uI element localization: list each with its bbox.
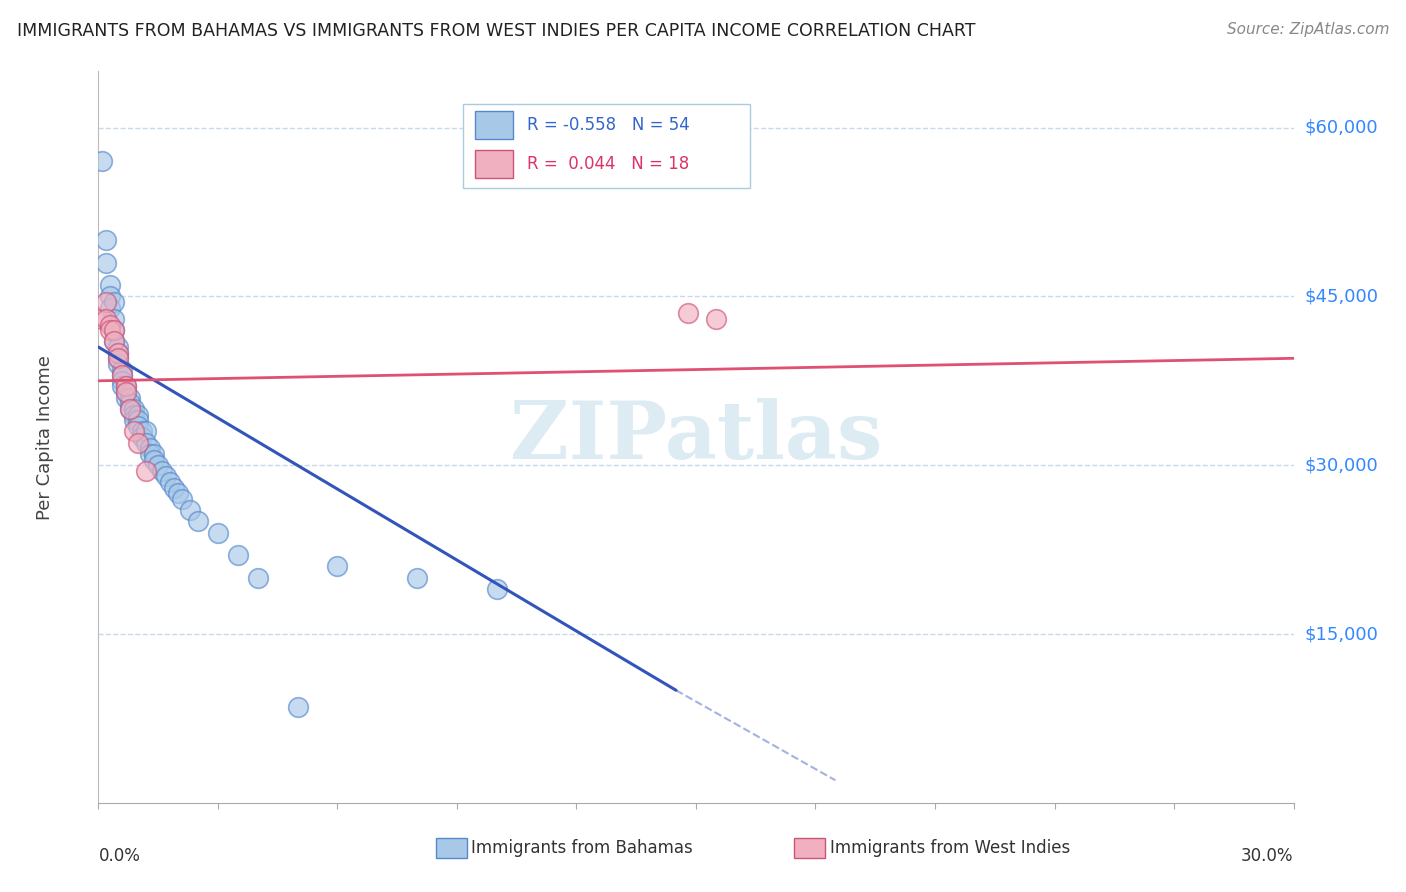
Point (111, 368, 134, 383)
Point (159, 475, 181, 489)
Point (135, 464, 157, 478)
Point (98, 323, 122, 337)
Text: $15,000: $15,000 (1305, 625, 1378, 643)
Point (96, 233, 118, 247)
Text: R = -0.558   N = 54: R = -0.558 N = 54 (527, 116, 690, 134)
Bar (475, 111, 513, 138)
Point (135, 425, 157, 439)
Point (187, 515, 209, 529)
Point (120, 401, 142, 416)
Point (111, 362, 134, 376)
Text: Per Capita Income: Per Capita Income (35, 355, 53, 519)
Point (172, 491, 194, 506)
Point (96, 312, 118, 326)
Point (107, 340, 129, 354)
Bar (475, 151, 513, 178)
Point (96, 255, 118, 269)
Point (127, 435, 149, 450)
Point (406, 571, 429, 585)
Point (485, 582, 508, 596)
Point (115, 385, 138, 400)
Point (127, 413, 149, 427)
Point (167, 486, 190, 500)
Point (139, 447, 162, 461)
Text: $45,000: $45,000 (1305, 287, 1379, 305)
Point (135, 435, 157, 450)
Point (163, 481, 186, 495)
Point (124, 413, 146, 427)
Point (150, 464, 173, 478)
Text: R =  0.044   N = 18: R = 0.044 N = 18 (527, 155, 690, 173)
Point (103, 334, 125, 349)
Point (127, 408, 149, 422)
Point (96, 295, 118, 310)
Point (107, 357, 129, 371)
Point (143, 447, 166, 461)
Point (98, 289, 122, 303)
Point (103, 323, 125, 337)
FancyBboxPatch shape (463, 104, 749, 188)
Text: $30,000: $30,000 (1305, 456, 1378, 475)
Point (103, 334, 125, 349)
Point (103, 312, 125, 326)
Point (115, 379, 138, 393)
Point (246, 571, 269, 585)
Text: IMMIGRANTS FROM BAHAMAS VS IMMIGRANTS FROM WEST INDIES PER CAPITA INCOME CORRELA: IMMIGRANTS FROM BAHAMAS VS IMMIGRANTS FR… (17, 22, 976, 40)
Point (103, 295, 125, 310)
Point (143, 452, 166, 467)
Point (111, 379, 134, 393)
Point (115, 385, 138, 400)
Text: $60,000: $60,000 (1305, 119, 1378, 136)
Point (91, 312, 114, 326)
Point (124, 408, 146, 422)
Text: Immigrants from Bahamas: Immigrants from Bahamas (471, 839, 693, 857)
Text: 30.0%: 30.0% (1241, 847, 1294, 864)
Point (676, 306, 699, 320)
Point (226, 548, 249, 562)
Point (115, 391, 138, 405)
Point (98, 278, 122, 293)
Text: Source: ZipAtlas.com: Source: ZipAtlas.com (1226, 22, 1389, 37)
Point (107, 345, 129, 359)
Point (111, 374, 134, 388)
Point (131, 425, 153, 439)
Text: ZIPatlas: ZIPatlas (510, 398, 882, 476)
Point (107, 351, 129, 366)
Point (179, 503, 201, 517)
Point (207, 525, 229, 540)
Point (107, 345, 129, 359)
Point (120, 401, 142, 416)
Point (98, 318, 122, 332)
Point (98, 301, 122, 315)
Point (127, 418, 149, 433)
Point (120, 396, 142, 410)
Point (124, 425, 146, 439)
Text: Immigrants from West Indies: Immigrants from West Indies (830, 839, 1070, 857)
Point (287, 700, 309, 714)
Point (115, 379, 138, 393)
Point (111, 368, 134, 383)
Text: 0.0%: 0.0% (98, 847, 141, 864)
Point (120, 391, 142, 405)
Point (103, 323, 125, 337)
Point (148, 458, 170, 473)
Point (704, 312, 727, 326)
Point (155, 469, 177, 483)
Point (124, 401, 146, 416)
Point (139, 442, 162, 456)
Point (326, 559, 349, 574)
Point (131, 430, 153, 444)
Point (107, 351, 129, 366)
Point (91, 154, 114, 169)
